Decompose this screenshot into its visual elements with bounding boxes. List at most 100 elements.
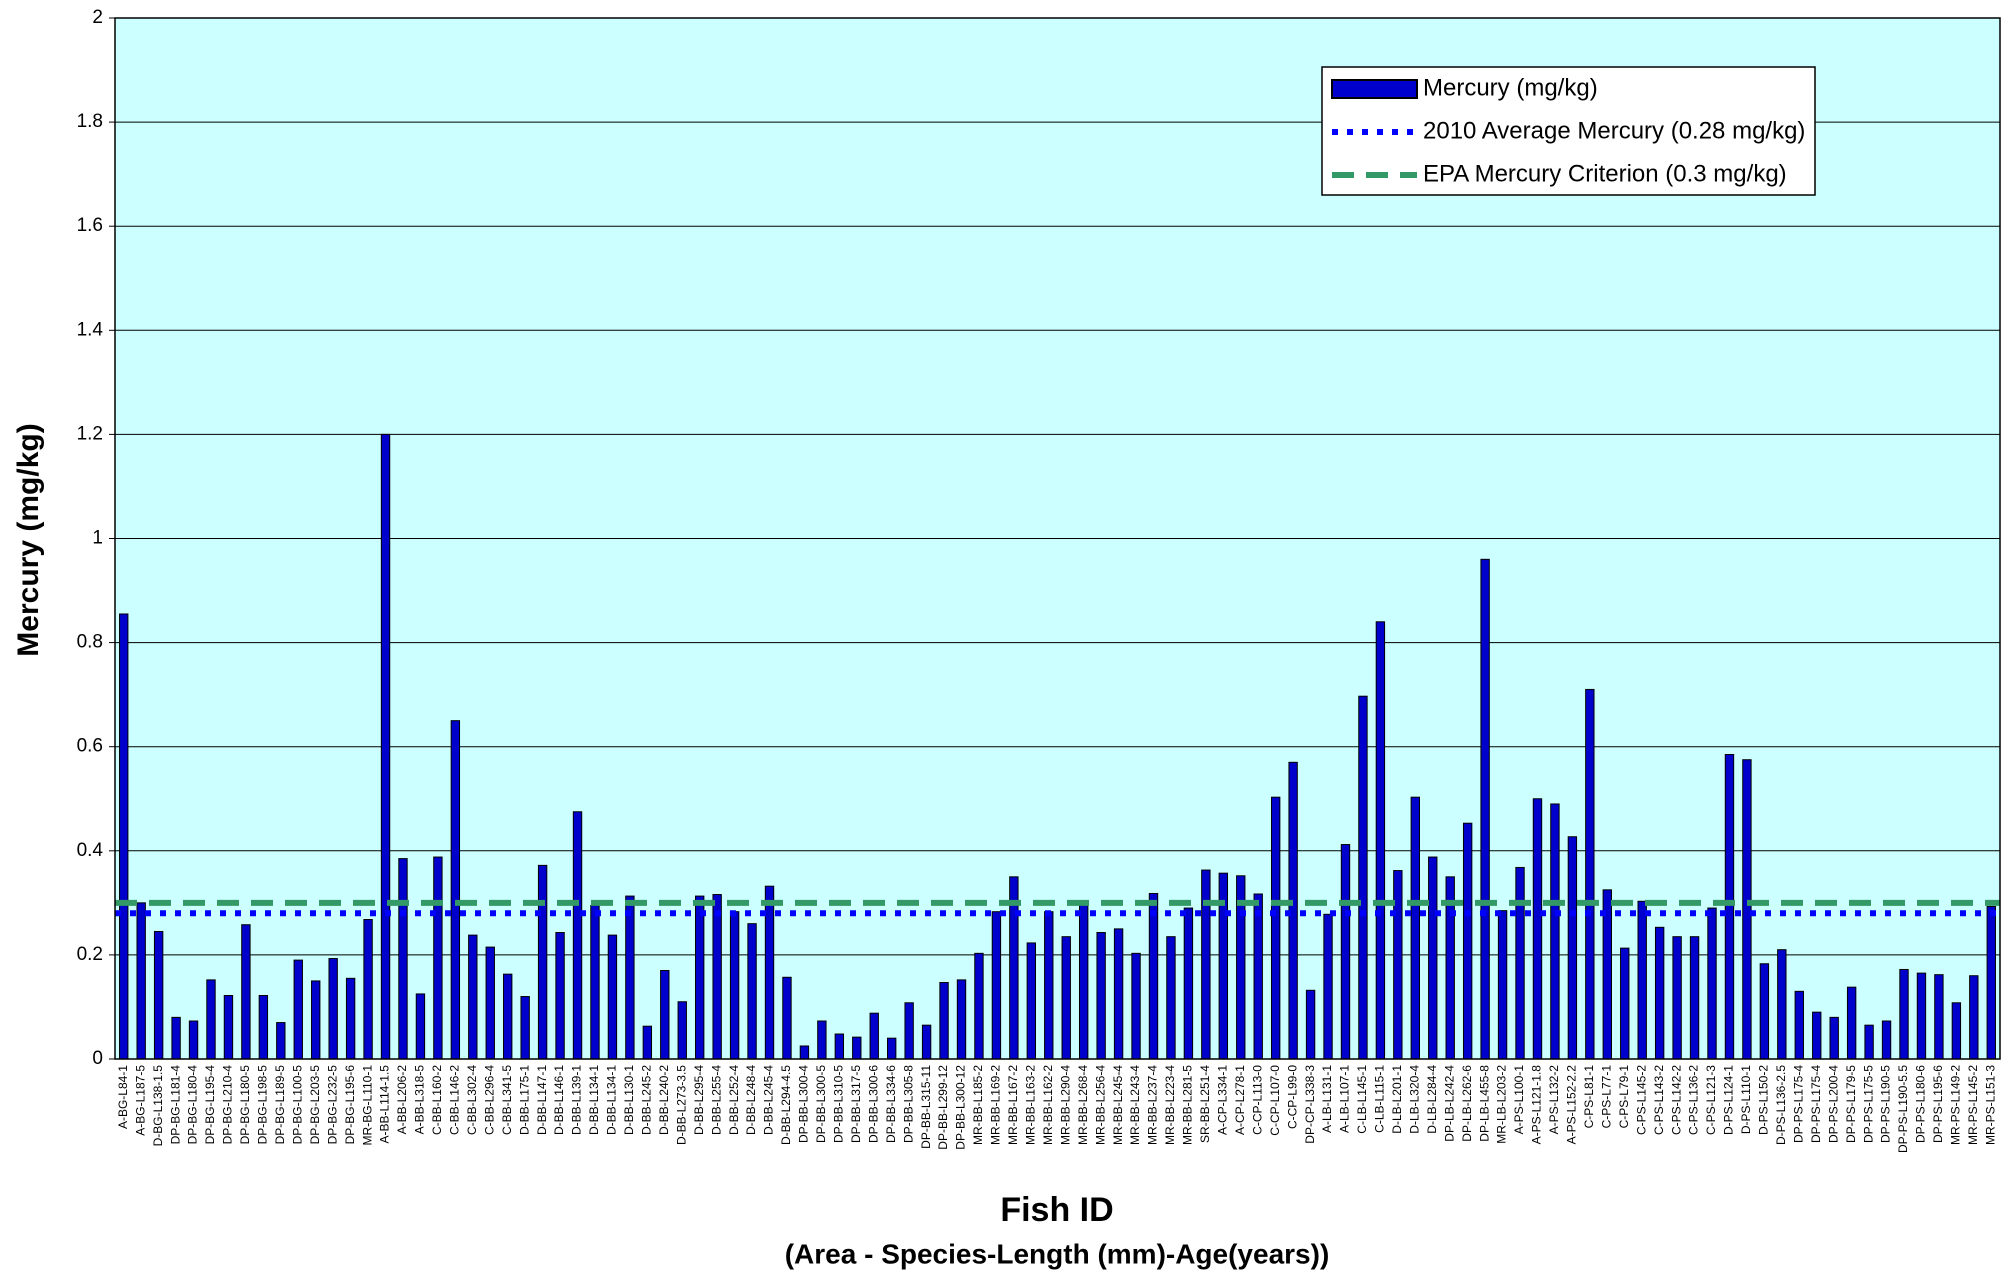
bar [398, 858, 408, 1060]
bar [799, 1045, 810, 1060]
bar [695, 895, 705, 1060]
x-tick-label: C-PS-L145-2 [1634, 1065, 1648, 1135]
x-tick-label: DP-BG-L210-4 [221, 1065, 235, 1145]
bar [887, 1037, 897, 1060]
x-tick-label: D-BB-L240-2 [657, 1065, 671, 1135]
x-tick-label: A-BB-L114-1.5 [378, 1065, 392, 1144]
bar [363, 919, 373, 1060]
bar [1497, 910, 1508, 1060]
x-tick-label: D-BB-L245-4 [762, 1065, 776, 1135]
legend-label: 2010 Average Mercury (0.28 mg/kg) [1423, 117, 1805, 144]
bar [136, 902, 146, 1060]
bar [1654, 926, 1665, 1060]
bar [1637, 900, 1647, 1060]
bar [1462, 822, 1473, 1060]
bar [1759, 963, 1770, 1060]
y-tick-label: 1.6 [77, 215, 103, 236]
bar [1026, 942, 1037, 1060]
bar [345, 977, 356, 1060]
x-axis-label: Fish ID [1000, 1191, 1113, 1229]
x-tick-label: A-CP-L278-1 [1233, 1065, 1247, 1135]
x-tick-label: D-BB-L146-1 [552, 1065, 566, 1135]
bar [433, 856, 443, 1060]
x-tick-label: DP-BB-L317-5 [849, 1065, 863, 1143]
bar [1393, 870, 1403, 1060]
bar [1829, 1016, 1839, 1060]
x-tick-label: DP-BB-L310-5 [832, 1065, 846, 1143]
x-tick-label: C-LB-L145-1 [1355, 1065, 1369, 1134]
x-tick-label: DP-PS-L175-4 [1809, 1065, 1823, 1143]
bar [991, 911, 1002, 1060]
x-tick-label: DP-BG-L180-4 [186, 1065, 200, 1145]
bar [1881, 1020, 1892, 1060]
bar [1934, 974, 1944, 1060]
x-tick-label: C-PS-L142-2 [1669, 1065, 1683, 1135]
x-tick-label: D-BB-L273-3.5 [674, 1065, 688, 1145]
bar [1672, 936, 1682, 1060]
bar [1532, 798, 1543, 1060]
bar [555, 932, 565, 1060]
x-tick-label: DP-BG-L180-5 [238, 1065, 252, 1145]
x-tick-label: DP-LB-L455-8 [1477, 1065, 1491, 1142]
x-tick-label: C-BB-L160-2 [430, 1065, 444, 1135]
x-tick-label: DP-BB-L315-11 [919, 1065, 933, 1149]
y-tick-label: 0.8 [77, 632, 103, 653]
legend-label: EPA Mercury Criterion (0.3 mg/kg) [1423, 160, 1787, 187]
bar [485, 946, 495, 1060]
x-tick-label: A-PS-L121-1.8 [1530, 1065, 1544, 1145]
x-tick-label: C-BB-L341-5 [500, 1065, 514, 1135]
bar [764, 885, 775, 1060]
x-tick-label: DP-BB-L300-12 [954, 1065, 968, 1150]
bar [1689, 936, 1700, 1060]
x-tick-label: D-PS-L110-1 [1739, 1065, 1753, 1134]
bar [590, 904, 600, 1060]
y-tick-label: 0 [92, 1048, 103, 1069]
bar [817, 1020, 827, 1060]
x-tick-label: MR-BB-L268-4 [1076, 1065, 1090, 1145]
x-tick-label: D-PS-L124-1 [1722, 1065, 1736, 1135]
bar [1166, 936, 1176, 1060]
bar [1620, 947, 1630, 1060]
bar [921, 1024, 932, 1060]
bar [1323, 913, 1333, 1060]
bar [241, 924, 251, 1060]
x-tick-label: D-PS-L150-2 [1757, 1065, 1771, 1135]
x-tick-label: D-LB-L320-4 [1407, 1065, 1421, 1134]
bar [1864, 1024, 1874, 1060]
bar [468, 934, 478, 1060]
x-tick-label: MR-BB-L163-2 [1023, 1065, 1037, 1145]
x-tick-label: C-CP-L107-0 [1268, 1065, 1282, 1136]
bar [729, 911, 740, 1060]
bar [1148, 892, 1159, 1060]
bar [206, 979, 216, 1060]
x-tick-label: DP-LB-L242-4 [1442, 1065, 1456, 1142]
x-tick-label: D-BB-L294-4.5 [779, 1065, 793, 1145]
bar [1044, 911, 1054, 1060]
bar [1724, 754, 1735, 1060]
plot-border [114, 17, 2001, 1060]
x-tick-label: MR-BB-L237-4 [1146, 1065, 1160, 1145]
x-tick-label: C-PS-L143-2 [1652, 1065, 1666, 1135]
x-tick-label: MR-BB-L185-2 [971, 1065, 985, 1145]
x-tick-label: MR-BB-L243-4 [1128, 1065, 1142, 1145]
x-tick-label: D-BB-L252-4 [727, 1065, 741, 1135]
x-tick-label: C-CP-L99-0 [1285, 1065, 1299, 1129]
bar [119, 613, 129, 1060]
bar [450, 720, 461, 1060]
x-tick-label: D-BB-L255-4 [709, 1065, 723, 1135]
legend-label: Mercury (mg/kg) [1423, 74, 1598, 101]
x-tick-label: MR-BB-L256-4 [1093, 1065, 1107, 1145]
x-tick-label: C-CP-L113-0 [1250, 1065, 1264, 1135]
x-tick-label: C-PS-L136-2 [1687, 1065, 1701, 1135]
bar [625, 895, 635, 1060]
x-tick-label: D-BB-L295-4 [692, 1065, 706, 1135]
x-tick-label: D-BB-L134-1 [587, 1065, 601, 1135]
x-tick-label: DP-PS-L190-5 [1879, 1065, 1893, 1143]
x-tick-label: A-PS-L132-2 [1547, 1065, 1561, 1135]
y-tick-label: 0.2 [77, 944, 103, 965]
x-tick-label: DP-PS-L195-6 [1931, 1065, 1945, 1143]
x-tick-label: C-BB-L146-2 [448, 1065, 462, 1135]
x-tick-label: DP-PS-L175-5 [1861, 1065, 1875, 1143]
bar [852, 1036, 862, 1060]
